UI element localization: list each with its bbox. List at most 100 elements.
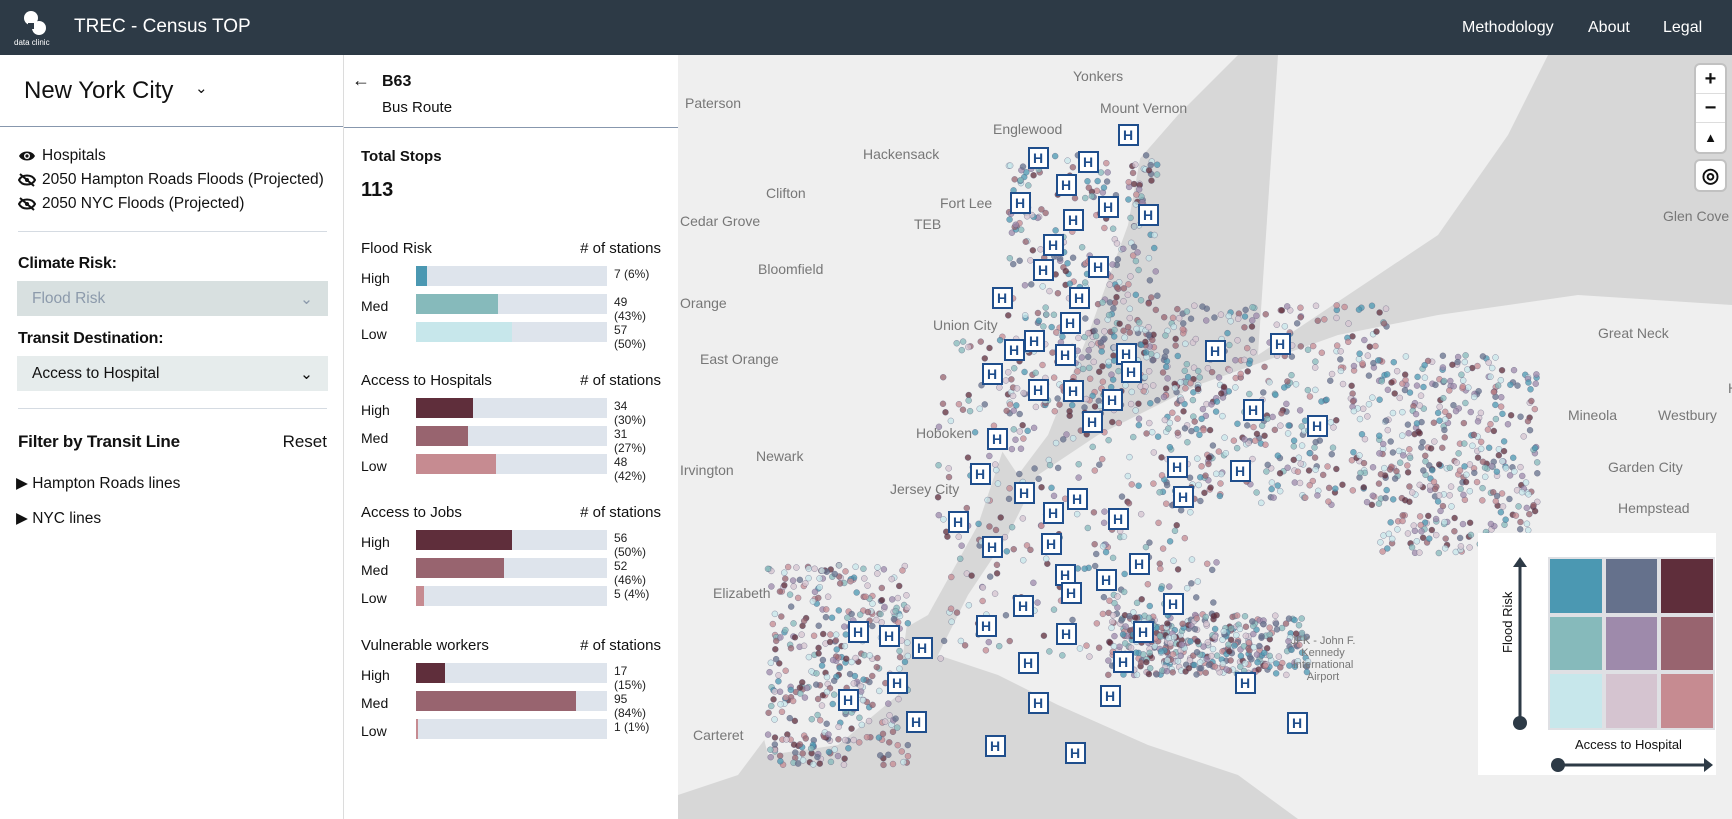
transit-stop-dot bbox=[1021, 368, 1028, 376]
transit-stop-dot bbox=[1364, 413, 1371, 420]
zoom-in-button[interactable]: + bbox=[1696, 65, 1725, 94]
back-arrow-icon[interactable]: ← bbox=[352, 70, 370, 90]
transit-stop-dot bbox=[1250, 644, 1257, 651]
transit-stop-dot bbox=[848, 610, 855, 618]
bar-fill bbox=[416, 294, 499, 314]
transit-stop-dot bbox=[1211, 633, 1219, 641]
layer-toggle-nyc-floods[interactable]: 2050 NYC Floods (Projected) bbox=[18, 195, 244, 213]
legend-grid bbox=[1548, 557, 1715, 730]
transit-stop-dot bbox=[814, 695, 822, 703]
transit-stop-dot bbox=[1099, 610, 1107, 618]
transit-stop-dot bbox=[1069, 402, 1076, 409]
transit-stop-dot bbox=[1116, 320, 1123, 327]
hospital-marker-icon bbox=[1108, 508, 1129, 530]
transit-stop-dot bbox=[1094, 177, 1101, 185]
transit-stop-dot bbox=[1091, 467, 1098, 474]
transit-stop-dot bbox=[869, 600, 876, 607]
transit-stop-dot bbox=[1019, 163, 1027, 170]
transit-stop-dot bbox=[1192, 335, 1199, 343]
tree-hampton-roads-lines[interactable]: ▶ Hampton Roads lines bbox=[16, 474, 180, 493]
layer-toggle-hospitals[interactable]: Hospitals bbox=[18, 147, 106, 165]
transit-stop-dot bbox=[965, 602, 973, 609]
hospital-marker-icon bbox=[1088, 256, 1109, 278]
transit-stop-dot bbox=[1291, 663, 1299, 670]
transit-stop-dot bbox=[814, 753, 821, 761]
nav-about[interactable]: About bbox=[1588, 19, 1630, 36]
stat-row: Med 49 (43%) bbox=[361, 294, 661, 323]
transit-stop-dot bbox=[1002, 377, 1010, 384]
transit-stop-dot bbox=[1098, 348, 1105, 355]
hospital-marker-icon bbox=[1113, 651, 1134, 673]
transit-stop-dot bbox=[831, 570, 838, 578]
hospital-marker-glyph: H bbox=[1029, 333, 1039, 349]
hospital-marker-icon bbox=[1287, 712, 1308, 734]
transit-stop-dot bbox=[878, 584, 885, 592]
transit-stop-dot bbox=[1136, 319, 1143, 326]
transit-stop-dot bbox=[1178, 396, 1185, 403]
transit-stop-dot bbox=[1177, 652, 1184, 659]
nav-legal[interactable]: Legal bbox=[1663, 19, 1703, 36]
transit-stop-dot bbox=[1088, 341, 1095, 348]
transit-stop-dot bbox=[991, 590, 999, 597]
transit-stop-dot bbox=[1507, 381, 1514, 388]
city-selector[interactable]: New York City bbox=[24, 77, 174, 104]
tree-nyc-lines[interactable]: ▶ NYC lines bbox=[16, 509, 101, 528]
transit-stop-dot bbox=[1231, 642, 1238, 649]
transit-stop-dot bbox=[1417, 521, 1424, 529]
transit-stop-dot bbox=[1193, 671, 1200, 678]
climate-risk-select[interactable]: Flood Risk ⌄ bbox=[17, 281, 328, 316]
transit-stop-dot bbox=[1404, 421, 1412, 428]
map-place-label: Garden City bbox=[1608, 459, 1683, 475]
transit-stop-dot bbox=[1375, 357, 1382, 364]
transit-stop-dot bbox=[1234, 420, 1241, 427]
transit-stop-dot bbox=[1152, 268, 1159, 275]
transit-stop-dot bbox=[1478, 445, 1485, 452]
transit-stop-dot bbox=[863, 734, 871, 741]
transit-stop-dot bbox=[965, 343, 972, 351]
transit-stop-dot bbox=[1520, 433, 1527, 440]
transit-stop-dot bbox=[1495, 452, 1502, 459]
compass-button[interactable]: ▲ bbox=[1704, 130, 1717, 145]
transit-stop-dot bbox=[1321, 316, 1328, 323]
transit-stop-dot bbox=[1268, 485, 1275, 493]
transit-stop-dot bbox=[1304, 346, 1312, 353]
nav-methodology[interactable]: Methodology bbox=[1462, 19, 1554, 36]
transit-stop-dot bbox=[1006, 637, 1013, 645]
transit-stop-dot bbox=[1246, 390, 1253, 398]
transit-stop-dot bbox=[1024, 213, 1031, 220]
transit-stop-dot bbox=[1193, 649, 1201, 656]
transit-stop-dot bbox=[856, 714, 863, 721]
transit-stop-dot bbox=[1380, 532, 1387, 539]
geolocate-button[interactable]: ◎ bbox=[1701, 165, 1720, 187]
reset-button[interactable]: Reset bbox=[282, 432, 327, 451]
zoom-out-button[interactable]: − bbox=[1696, 94, 1725, 123]
transit-stop-dot bbox=[1115, 367, 1122, 375]
transit-stop-dot bbox=[1248, 323, 1256, 330]
transit-stop-dot bbox=[1105, 657, 1112, 664]
transit-stop-dot bbox=[786, 715, 793, 722]
map[interactable]: H H H H H H H H H H H H H H H H H H H H H H H H H H H H H H H H H H H H H H H H… bbox=[678, 55, 1732, 819]
transit-destination-select[interactable]: Access to Hospital ⌄ bbox=[17, 356, 328, 391]
transit-stop-dot bbox=[1361, 435, 1369, 443]
transit-stop-dot bbox=[1382, 305, 1390, 312]
chevron-down-icon[interactable]: ⌄ bbox=[195, 80, 208, 97]
hospital-marker-icon bbox=[1270, 333, 1291, 355]
transit-stop-dot bbox=[1277, 488, 1284, 495]
transit-stop-dot bbox=[1203, 655, 1210, 663]
transit-stop-dot bbox=[1507, 412, 1515, 419]
transit-stop-dot bbox=[1090, 509, 1098, 516]
row-label: Low bbox=[361, 458, 387, 474]
transit-stop-dot bbox=[1174, 415, 1181, 422]
transit-stop-dot bbox=[1193, 615, 1200, 622]
hospital-marker-glyph: H bbox=[1235, 463, 1245, 479]
transit-stop-dot bbox=[1018, 226, 1025, 233]
transit-stop-dot bbox=[942, 409, 949, 416]
layer-toggle-hampton-floods[interactable]: 2050 Hampton Roads Floods (Projected) bbox=[18, 171, 324, 189]
transit-stop-dot bbox=[892, 607, 899, 615]
transit-stop-dot bbox=[1409, 489, 1416, 496]
data-clinic-logo[interactable] bbox=[14, 7, 58, 51]
transit-stop-dot bbox=[1133, 325, 1140, 333]
transit-stop-dot bbox=[1525, 491, 1532, 498]
transit-stop-dot bbox=[1296, 479, 1304, 487]
transit-stop-dot bbox=[1125, 196, 1132, 203]
